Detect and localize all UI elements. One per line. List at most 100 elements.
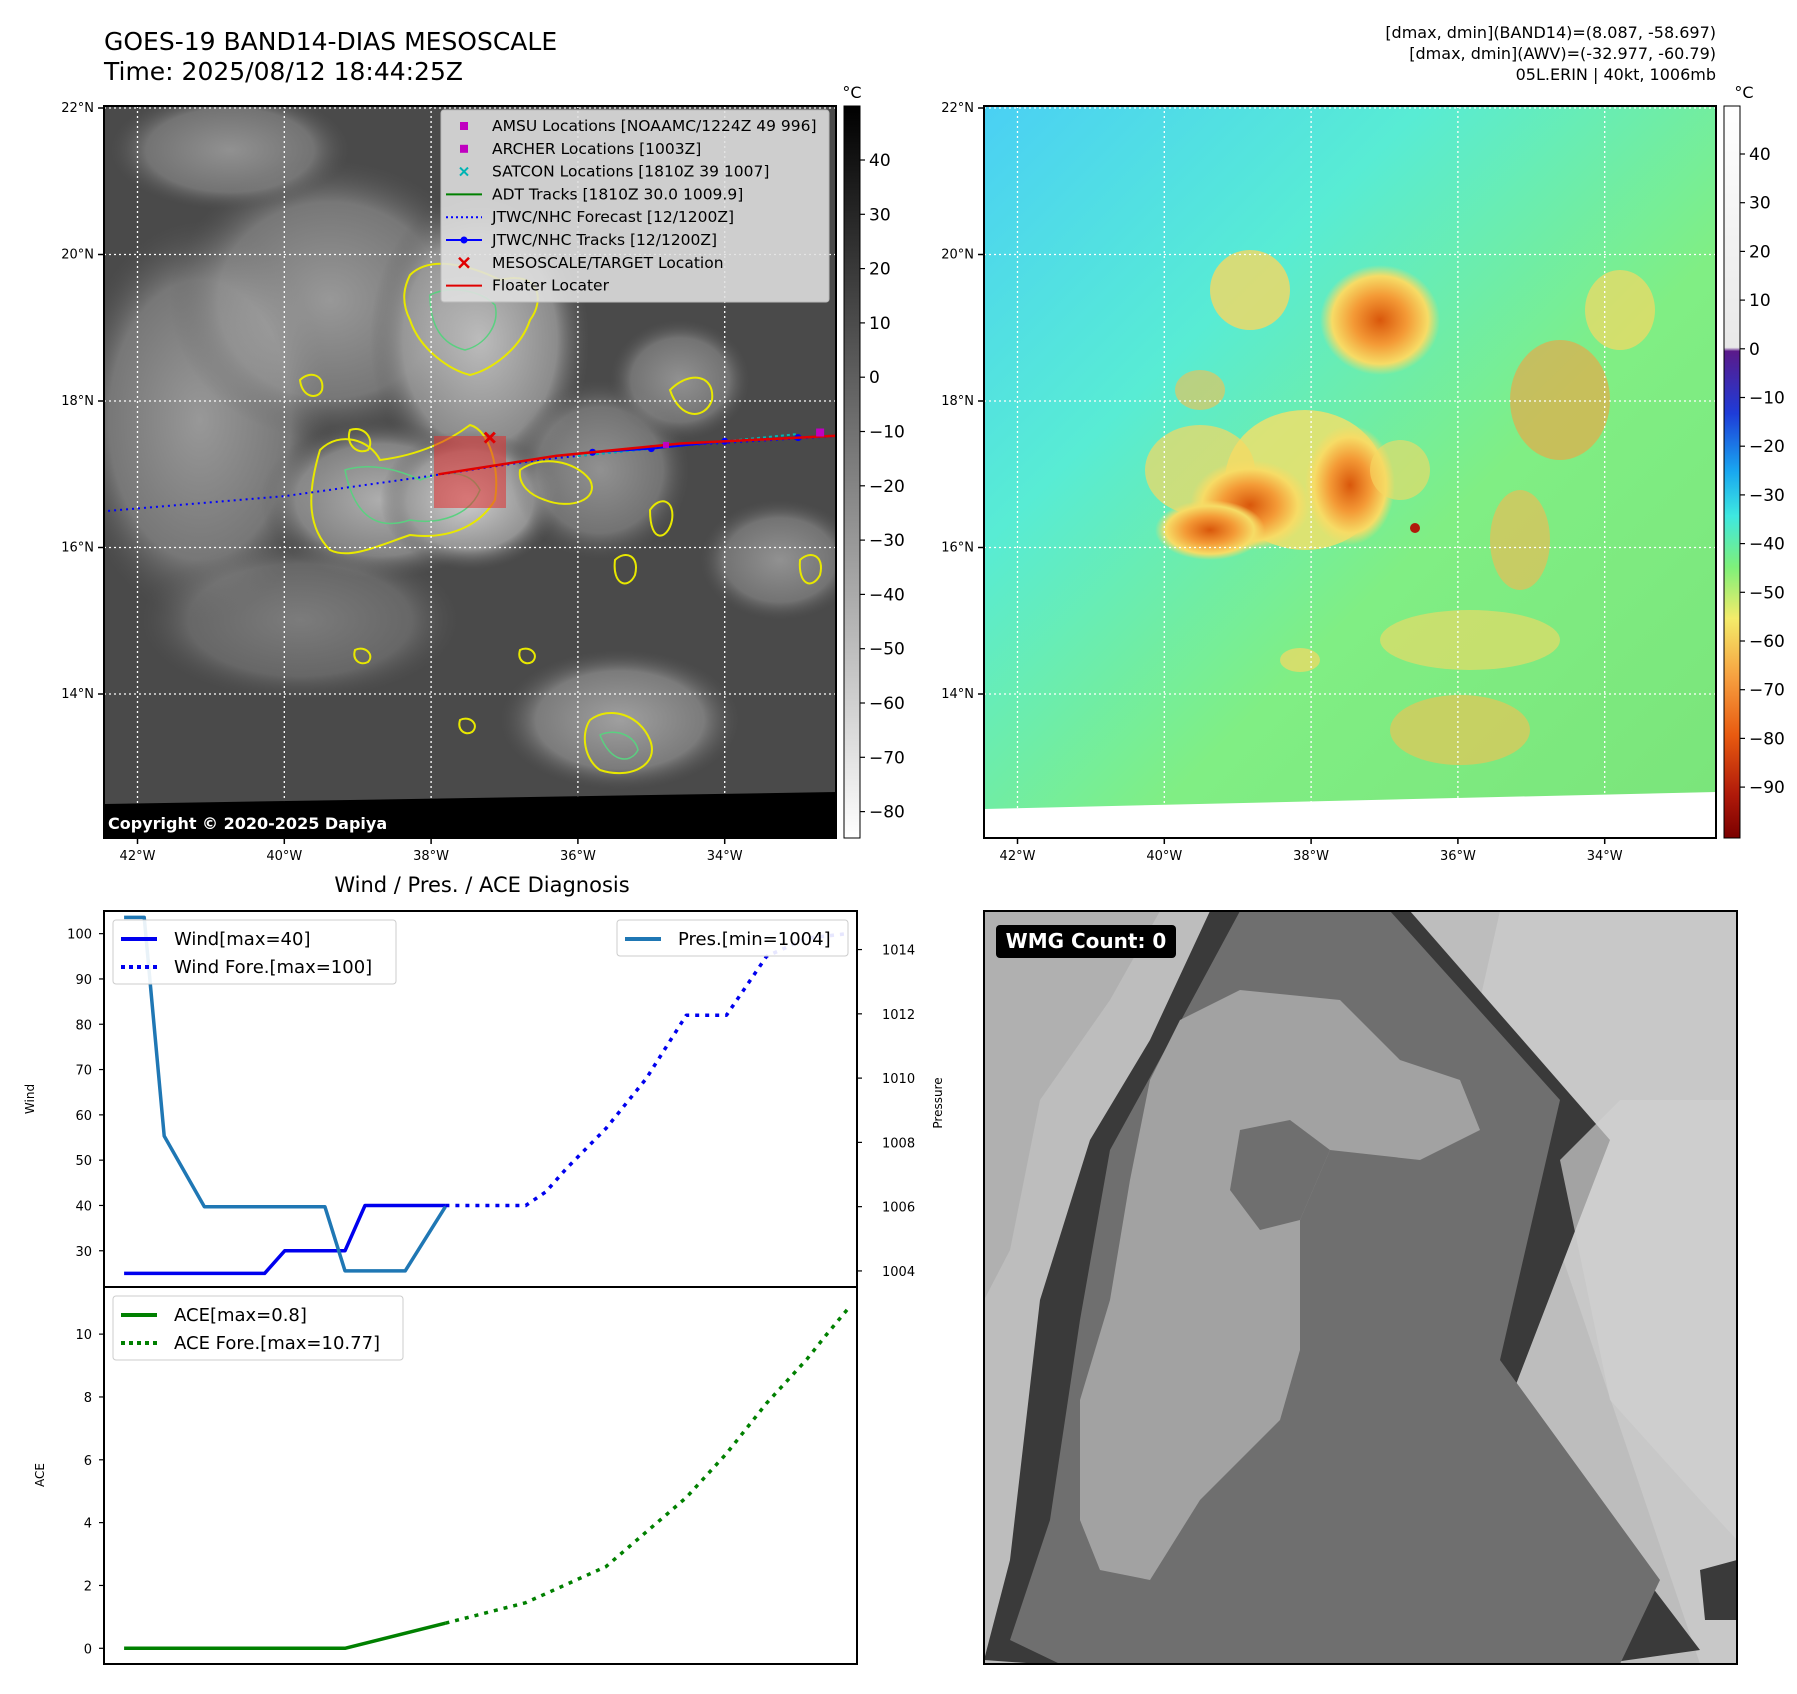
map-lon-label: 42°W (120, 849, 156, 864)
wind-tick-label: 100 (67, 928, 92, 943)
awv-map-panel: 42°W 40°W 38°W 36°W 34°W 22°N 20°N 18°N 16°N 14°… (941, 101, 1717, 864)
colorbar-tick-label: −80 (1749, 729, 1785, 749)
colorbar-tick-label: 30 (1749, 194, 1771, 214)
wmg-inner-notch (1230, 1120, 1330, 1230)
map-lon-label: 36°W (1440, 849, 1476, 864)
colorbar-tick-label: 10 (869, 314, 891, 334)
map-legend-entry: JTWC/NHC Tracks [12/1200Z] (446, 231, 717, 249)
pressure-tick-label: 1004 (882, 1265, 915, 1280)
awv-gridlines (984, 106, 1716, 838)
map-lat-label: 20°N (61, 248, 94, 263)
colorbar-tick-label: −50 (1749, 583, 1785, 603)
wind-axis-label: Wind (23, 1084, 37, 1114)
map-legend-entry: ARCHER Locations [1003Z] (460, 140, 701, 158)
colorbar-tick-label: −90 (1749, 778, 1785, 798)
map-legend-box (440, 109, 830, 303)
pressure-tick-label: 1014 (882, 944, 915, 959)
map-legend-entry: Floater Locater (446, 277, 610, 295)
map-lat-label: 20°N (941, 248, 974, 263)
wind-tick-label: 90 (75, 973, 92, 988)
map-legend-entry: SATCON Locations [1810Z 39 1007] (459, 163, 769, 181)
ir-no-data (104, 792, 836, 838)
wind-fore-legend-label: Wind Fore.[max=100] (174, 957, 372, 978)
ir-map-frame (103, 105, 837, 839)
wmg-light-core (1080, 990, 1480, 1580)
ace-legend: ACE[max=0.8] ACE Fore.[max=10.77] (112, 1295, 404, 1361)
map-legend-entry: AMSU Locations [NOAAMC/1224Z 49 996] (460, 117, 817, 135)
map-legend-label: ARCHER Locations [1003Z] (492, 140, 701, 158)
map-lat-label: 14°N (941, 687, 974, 702)
pressure-tick-label: 1006 (882, 1201, 915, 1216)
map-legend-label: AMSU Locations [NOAAMC/1224Z 49 996] (492, 117, 817, 135)
colorbar-tick-label: −50 (869, 640, 905, 660)
legend-square-marker (460, 144, 468, 153)
copyright-text: Copyright © 2020-2025 Dapiya (108, 814, 387, 833)
ir-gridlines (104, 106, 836, 838)
ace-axis-label: ACE (33, 1463, 47, 1487)
colorbar-tick-label: −70 (869, 748, 905, 768)
ace-legend-label: ACE[max=0.8] (174, 1305, 307, 1326)
wind-tick-label: 80 (75, 1018, 92, 1033)
map-lon-label: 42°W (1000, 849, 1036, 864)
map-legend-entry: MESOSCALE/TARGET Location (458, 254, 724, 272)
legend-x-marker (459, 166, 469, 177)
map-legend-label: Floater Locater (492, 277, 610, 295)
pressure-tick-label: 1008 (882, 1136, 915, 1151)
colorbar-tick-label: −70 (1749, 681, 1785, 701)
ace-tick-label: 0 (84, 1642, 92, 1657)
wind-pressure-chart: Wind / Pres. / ACE Diagnosis Wind Pressu… (23, 873, 945, 1288)
series-line-wind (124, 1203, 446, 1276)
colorbar-tick-label: −10 (869, 423, 905, 443)
map-legend-label: MESOSCALE/TARGET Location (492, 254, 724, 272)
floater-track (438, 434, 836, 476)
ace-tick-label: 8 (84, 1391, 92, 1406)
wmg-frame (983, 910, 1738, 1665)
colorbar-tick-label: −40 (869, 585, 905, 605)
map-lon-label: 40°W (266, 849, 302, 864)
series-line-wind-fore- (445, 931, 848, 1208)
storm-info: 05L.ERIN | 40kt, 1006mb (1516, 65, 1716, 84)
map-legend-label: JTWC/NHC Forecast [12/1200Z] (491, 208, 734, 226)
colorbar-tick-label: −30 (1749, 486, 1785, 506)
colorbar-tick-label: −10 (1749, 389, 1785, 409)
wmg-left-edge (984, 911, 1160, 1300)
wmg-count-label: WMG Count: 0 (1006, 929, 1167, 953)
wmg-right-edge-strip (1560, 1100, 1737, 1540)
map-lon-label: 40°W (1146, 849, 1182, 864)
map-legend-entry: ADT Tracks [1810Z 30.0 1009.9] (446, 185, 743, 203)
map-lat-label: 16°N (61, 541, 94, 556)
map-lon-label: 38°W (413, 849, 449, 864)
wind-tick-label: 30 (75, 1245, 92, 1260)
map-lon-label: 36°W (560, 849, 596, 864)
colorbar-tick-label: −40 (1749, 535, 1785, 555)
awv-features (1145, 250, 1655, 765)
legend-square-marker (460, 122, 468, 130)
wind-legend-label: Wind[max=40] (174, 929, 311, 950)
ir-tracks (108, 428, 836, 512)
awv-lon-labels: 42°W 40°W 38°W 36°W 34°W (1000, 838, 1623, 864)
map-lat-label: 22°N (941, 101, 974, 116)
awv-colorbar-unit: °C (1734, 83, 1753, 102)
awv-map-frame (983, 105, 1717, 839)
ace-chart: ACE 0 2 4 6 8 10 ACE[max=0.8] ACE Fore.[max=1… (33, 1286, 858, 1665)
ace-tick-label: 4 (84, 1517, 92, 1532)
wmg-panel: WMG Count: 0 (983, 910, 1738, 1665)
awv-lat-labels: 22°N 20°N 18°N 16°N 14°N (941, 101, 984, 702)
colorbar-tick-label: 30 (869, 205, 891, 225)
ir-map-panel: Copyright © 2020-2025 Dapiya 42°W 40°W 38°… (61, 101, 837, 864)
map-lat-label: 14°N (61, 687, 94, 702)
map-lon-label: 34°W (707, 849, 743, 864)
archer-marker (662, 441, 669, 448)
ir-clouds (104, 106, 836, 790)
figure-title: GOES-19 BAND14-DIAS MESOSCALE (104, 27, 557, 56)
stats-awv: [dmax, dmin](AWV)=(-32.977, -60.79) (1409, 44, 1716, 63)
colorbar-tick-label: −20 (1749, 437, 1785, 457)
map-lon-label: 34°W (1587, 849, 1623, 864)
ir-lon-labels: 42°W 40°W 38°W 36°W 34°W (120, 838, 743, 864)
target-box (434, 436, 506, 508)
colorbar-tick-label: −60 (869, 694, 905, 714)
colorbar-tick-label: 0 (869, 368, 880, 388)
map-lat-label: 16°N (941, 541, 974, 556)
pressure-axis-label: Pressure (931, 1077, 945, 1128)
